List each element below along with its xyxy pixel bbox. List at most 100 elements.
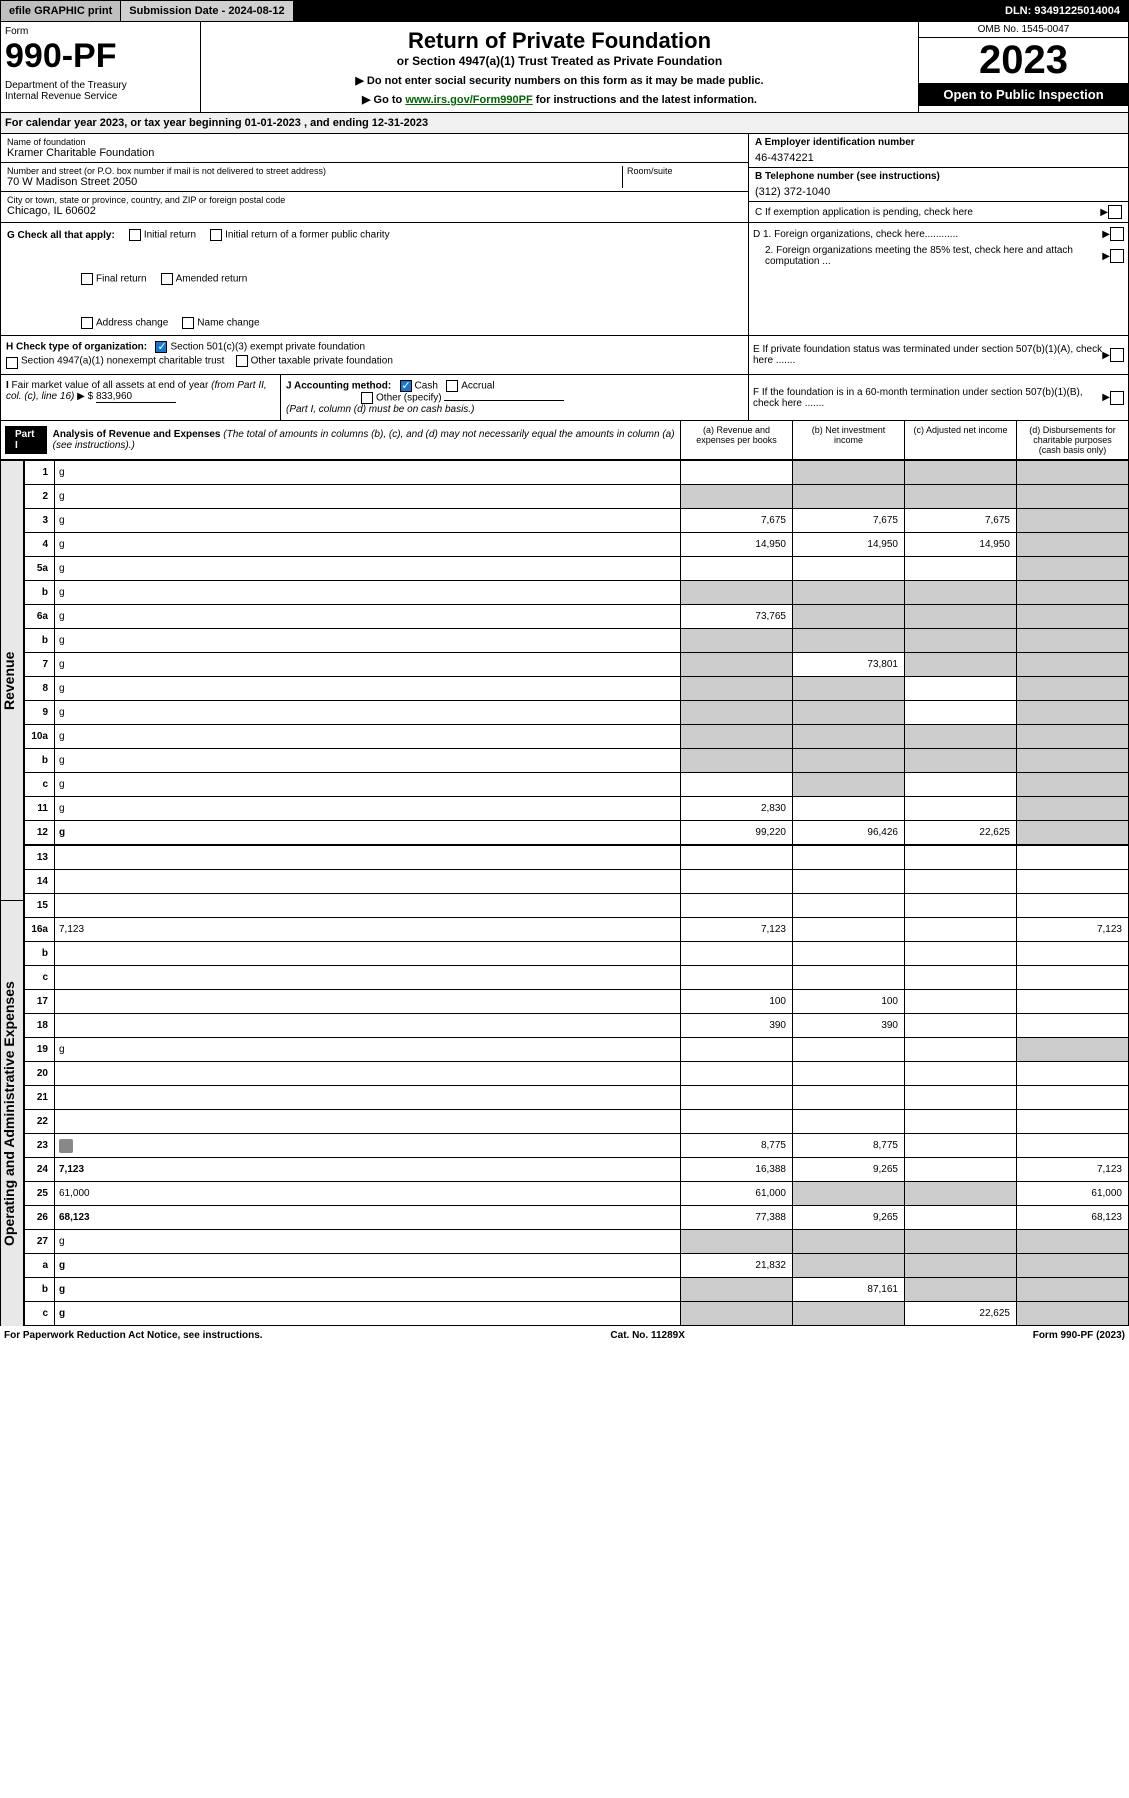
c-checkbox[interactable]	[1108, 205, 1122, 219]
amended-return-cb[interactable]	[161, 273, 173, 285]
footer-right: Form 990-PF (2023)	[1033, 1330, 1125, 1341]
table-row: 18390390	[25, 1014, 1129, 1038]
attachment-icon[interactable]	[59, 1139, 73, 1153]
efile-button[interactable]: efile GRAPHIC print	[1, 1, 121, 21]
d2-checkbox[interactable]	[1110, 249, 1124, 263]
room-label: Room/suite	[627, 166, 742, 176]
j-note: (Part I, column (d) must be on cash basi…	[286, 404, 474, 415]
inspection-label: Open to Public Inspection	[919, 83, 1128, 106]
table-row: 8g	[25, 677, 1129, 701]
table-row: 22	[25, 1110, 1129, 1134]
tel-value: (312) 372-1040	[755, 186, 1122, 198]
h-501c3-cb[interactable]	[155, 341, 167, 353]
d1-checkbox[interactable]	[1110, 227, 1124, 241]
table-row: 247,12316,3889,2657,123	[25, 1158, 1129, 1182]
expenses-side-label: Operating and Administrative Expenses	[0, 900, 24, 1326]
revenue-side-label: Revenue	[0, 460, 24, 900]
final-return-cb[interactable]	[81, 273, 93, 285]
table-row: bg87,161	[25, 1278, 1129, 1302]
table-row: cg	[25, 773, 1129, 797]
revenue-table: 1g2g3g7,6757,6757,6754g14,95014,95014,95…	[24, 460, 1129, 845]
table-row: 19g	[25, 1038, 1129, 1062]
initial-return-cb[interactable]	[129, 229, 141, 241]
table-row: 1g	[25, 461, 1129, 485]
f-label: F If the foundation is in a 60-month ter…	[753, 387, 1102, 409]
footer-left: For Paperwork Reduction Act Notice, see …	[4, 1330, 263, 1341]
dept-label: Department of the Treasury Internal Reve…	[5, 80, 196, 102]
d2-label: 2. Foreign organizations meeting the 85%…	[753, 245, 1102, 267]
table-row: c	[25, 966, 1129, 990]
note-link: ▶ Go to www.irs.gov/Form990PF for instru…	[207, 93, 912, 106]
table-row: 2668,12377,3889,26568,123	[25, 1206, 1129, 1230]
table-row: 23 8,7758,775	[25, 1134, 1129, 1158]
h-label: H Check type of organization:	[6, 342, 147, 353]
form-label: Form	[5, 26, 196, 37]
table-row: 12g99,22096,42622,625	[25, 821, 1129, 845]
col-a-head: (a) Revenue and expenses per books	[680, 421, 792, 459]
calendar-year-row: For calendar year 2023, or tax year begi…	[0, 113, 1129, 134]
omb-number: OMB No. 1545-0047	[919, 22, 1128, 38]
h-other-cb[interactable]	[236, 355, 248, 367]
d1-label: D 1. Foreign organizations, check here..…	[753, 229, 1102, 240]
table-row: 10ag	[25, 725, 1129, 749]
f-checkbox[interactable]	[1110, 391, 1124, 405]
table-row: 5ag	[25, 557, 1129, 581]
table-row: 16a7,1237,1237,123	[25, 918, 1129, 942]
address-change-cb[interactable]	[81, 317, 93, 329]
ein-label: A Employer identification number	[755, 137, 1122, 148]
col-c-head: (c) Adjusted net income	[904, 421, 1016, 459]
table-row: 13	[25, 846, 1129, 870]
table-row: 7g73,801	[25, 653, 1129, 677]
info-row: Name of foundation Kramer Charitable Fou…	[0, 134, 1129, 223]
form-number: 990-PF	[5, 37, 196, 76]
col-b-head: (b) Net investment income	[792, 421, 904, 459]
instructions-link[interactable]: www.irs.gov/Form990PF	[405, 94, 532, 106]
city-value: Chicago, IL 60602	[7, 205, 742, 217]
year-box: OMB No. 1545-0047 2023 Open to Public In…	[918, 22, 1128, 112]
table-row: 2561,00061,00061,000	[25, 1182, 1129, 1206]
table-row: cg22,625	[25, 1302, 1129, 1326]
footer-center: Cat. No. 11289X	[610, 1330, 684, 1341]
col-d-head: (d) Disbursements for charitable purpose…	[1016, 421, 1128, 459]
ein-value: 46-4374221	[755, 152, 1122, 164]
dln-label: DLN: 93491225014004	[997, 1, 1128, 21]
former-charity-cb[interactable]	[210, 229, 222, 241]
g-label: G Check all that apply:	[7, 230, 115, 241]
e-checkbox[interactable]	[1110, 348, 1124, 362]
table-row: ag21,832	[25, 1254, 1129, 1278]
j-accrual-cb[interactable]	[446, 380, 458, 392]
table-row: 17100100	[25, 990, 1129, 1014]
foundation-name: Kramer Charitable Foundation	[7, 147, 742, 159]
j-label: J Accounting method:	[286, 381, 391, 392]
addr-label: Number and street (or P.O. box number if…	[7, 166, 622, 176]
table-row: 3g7,6757,6757,675	[25, 509, 1129, 533]
top-bar: efile GRAPHIC print Submission Date - 20…	[0, 0, 1129, 22]
table-row: 20	[25, 1062, 1129, 1086]
table-row: 2g	[25, 485, 1129, 509]
submission-date: Submission Date - 2024-08-12	[121, 1, 293, 21]
table-row: 27g	[25, 1230, 1129, 1254]
part-header-row: Part I Analysis of Revenue and Expenses …	[0, 421, 1129, 460]
form-title: Return of Private Foundation	[207, 28, 912, 54]
j-other-cb[interactable]	[361, 392, 373, 404]
street-address: 70 W Madison Street 2050	[7, 176, 622, 188]
table-row: 11g2,830	[25, 797, 1129, 821]
table-row: bg	[25, 581, 1129, 605]
part-label: Part I	[5, 426, 47, 454]
i-value: 833,960	[96, 391, 176, 403]
header: Form 990-PF Department of the Treasury I…	[0, 22, 1129, 113]
table-row: 14	[25, 870, 1129, 894]
h-4947-cb[interactable]	[6, 357, 18, 369]
form-subtitle: or Section 4947(a)(1) Trust Treated as P…	[207, 54, 912, 68]
j-cash-cb[interactable]	[400, 380, 412, 392]
tel-label: B Telephone number (see instructions)	[755, 171, 1122, 182]
form-box: Form 990-PF Department of the Treasury I…	[1, 22, 201, 112]
c-label: C If exemption application is pending, c…	[755, 207, 1100, 218]
part-title: Analysis of Revenue and Expenses	[53, 429, 221, 440]
table-row: bg	[25, 749, 1129, 773]
table-row: 4g14,95014,95014,950	[25, 533, 1129, 557]
table-row: bg	[25, 629, 1129, 653]
table-row: 6ag73,765	[25, 605, 1129, 629]
table-row: 9g	[25, 701, 1129, 725]
name-change-cb[interactable]	[182, 317, 194, 329]
